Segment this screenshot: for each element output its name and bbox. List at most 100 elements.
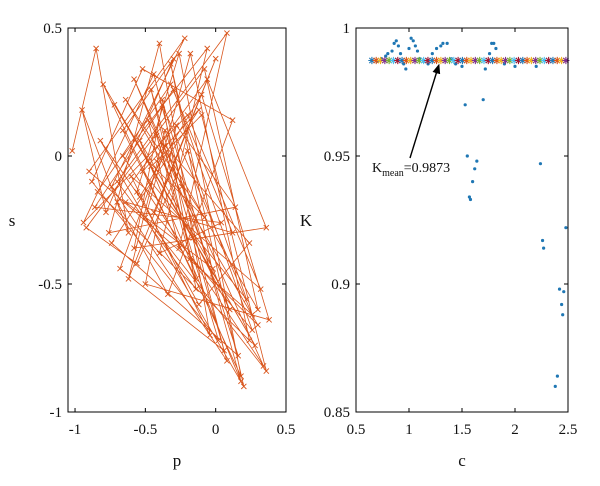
kmean-star xyxy=(471,56,479,65)
kmean-star xyxy=(398,56,406,65)
trajectory-point xyxy=(100,81,107,88)
trajectory-point xyxy=(133,260,140,267)
kmean-star xyxy=(428,56,436,65)
trajectory-point xyxy=(91,204,98,211)
trajectory-point xyxy=(181,35,188,42)
kmean-annotation: Kmean=0.9873 xyxy=(372,161,450,179)
kmean-star xyxy=(394,56,402,65)
right-xtick-label: 2.5 xyxy=(559,422,578,438)
right-axes-box xyxy=(355,27,569,413)
trajectory-point xyxy=(122,199,129,205)
trajectory-point xyxy=(198,112,205,118)
left-ytick-label: 0 xyxy=(55,149,63,165)
k-point xyxy=(398,52,403,56)
k-point xyxy=(538,162,543,166)
kmean-star xyxy=(415,56,423,65)
trajectory-point xyxy=(145,158,152,165)
trajectory-point xyxy=(209,270,216,277)
trajectory-point xyxy=(108,240,115,246)
right-xlabel: c xyxy=(458,451,466,470)
trajectory-point xyxy=(108,183,115,190)
k-point xyxy=(468,197,473,202)
trajectory-point xyxy=(119,153,126,159)
left-xtick-label: -1 xyxy=(69,422,82,438)
right-ylabel: K xyxy=(300,211,313,230)
kmean-star xyxy=(493,56,501,65)
trajectory-point xyxy=(226,306,233,313)
kmean-star xyxy=(437,56,445,65)
right-ytick-label: 0.95 xyxy=(324,149,350,165)
k-point xyxy=(560,302,564,307)
trajectory-point xyxy=(80,219,87,226)
kmean-star xyxy=(562,56,570,65)
trajectory-point xyxy=(190,235,197,241)
trajectory-point xyxy=(263,368,270,374)
kmean-star xyxy=(454,56,462,65)
trajectory-point xyxy=(266,316,273,323)
trajectory-point xyxy=(209,265,216,272)
trajectory-point xyxy=(150,209,157,216)
trajectory-point xyxy=(133,188,140,195)
trajectory-point xyxy=(254,322,261,328)
right-xtick-label: 1.5 xyxy=(453,422,472,438)
trajectory-point xyxy=(176,245,183,252)
trajectory-point xyxy=(139,168,146,175)
kmean-star xyxy=(381,56,389,65)
trajectory-point xyxy=(86,168,93,175)
trajectory-point xyxy=(201,66,208,72)
right-series-k-values xyxy=(375,36,568,388)
trajectory-point xyxy=(83,224,90,231)
trajectory-point xyxy=(148,86,154,93)
kmean-star xyxy=(463,56,471,65)
trajectory-point xyxy=(142,214,149,221)
trajectory-point xyxy=(156,40,163,47)
left-axes-box xyxy=(67,27,287,413)
trajectory-point xyxy=(94,188,101,195)
k-point xyxy=(394,39,398,43)
trajectory-point xyxy=(114,199,121,205)
trajectory-point xyxy=(195,107,202,113)
kmean-star xyxy=(407,56,415,65)
kmean-star xyxy=(484,56,492,65)
k-point xyxy=(471,180,475,184)
kmean-star xyxy=(420,56,428,65)
trajectory-point xyxy=(162,142,168,149)
trajectory-point xyxy=(187,255,194,262)
kmean-star xyxy=(510,56,518,65)
trajectory-point xyxy=(131,245,138,252)
trajectory-point xyxy=(176,50,183,57)
left-panel: -1 -0.5 0 0.5 -1 -0.5 0 0.5 p s xyxy=(9,21,296,470)
k-point xyxy=(411,39,415,43)
left-xtick-label: 0 xyxy=(212,422,220,438)
trajectory-point xyxy=(232,204,239,211)
trajectory-point xyxy=(207,332,213,339)
kmean-star xyxy=(402,56,410,65)
left-ylabel: s xyxy=(9,211,16,230)
k-point xyxy=(561,313,565,317)
k-point xyxy=(562,290,566,294)
trajectory-point xyxy=(218,219,225,226)
trajectory-point xyxy=(221,347,228,354)
kmean-star xyxy=(532,56,540,65)
k-point xyxy=(445,41,449,45)
trajectory-point xyxy=(215,337,222,344)
kmean-star xyxy=(501,56,510,65)
k-point xyxy=(475,159,479,163)
trajectory-point xyxy=(111,101,118,108)
right-series-kmean-markers xyxy=(368,56,570,65)
kmean-star xyxy=(445,56,454,65)
k-point xyxy=(473,167,477,171)
kmean-star xyxy=(467,56,475,65)
kmean-star xyxy=(480,56,488,65)
k-point xyxy=(463,103,467,107)
trajectory-point xyxy=(79,107,85,113)
trajectory-point xyxy=(257,286,264,293)
trajectory-point xyxy=(167,81,174,88)
trajectory-point xyxy=(93,45,100,52)
trajectory-point xyxy=(114,178,121,185)
right-xtick-label: 0.5 xyxy=(347,422,366,438)
kmean-star xyxy=(514,56,523,65)
k-point xyxy=(492,41,496,45)
trajectory-point xyxy=(88,178,95,185)
trajectory-point xyxy=(249,311,256,318)
